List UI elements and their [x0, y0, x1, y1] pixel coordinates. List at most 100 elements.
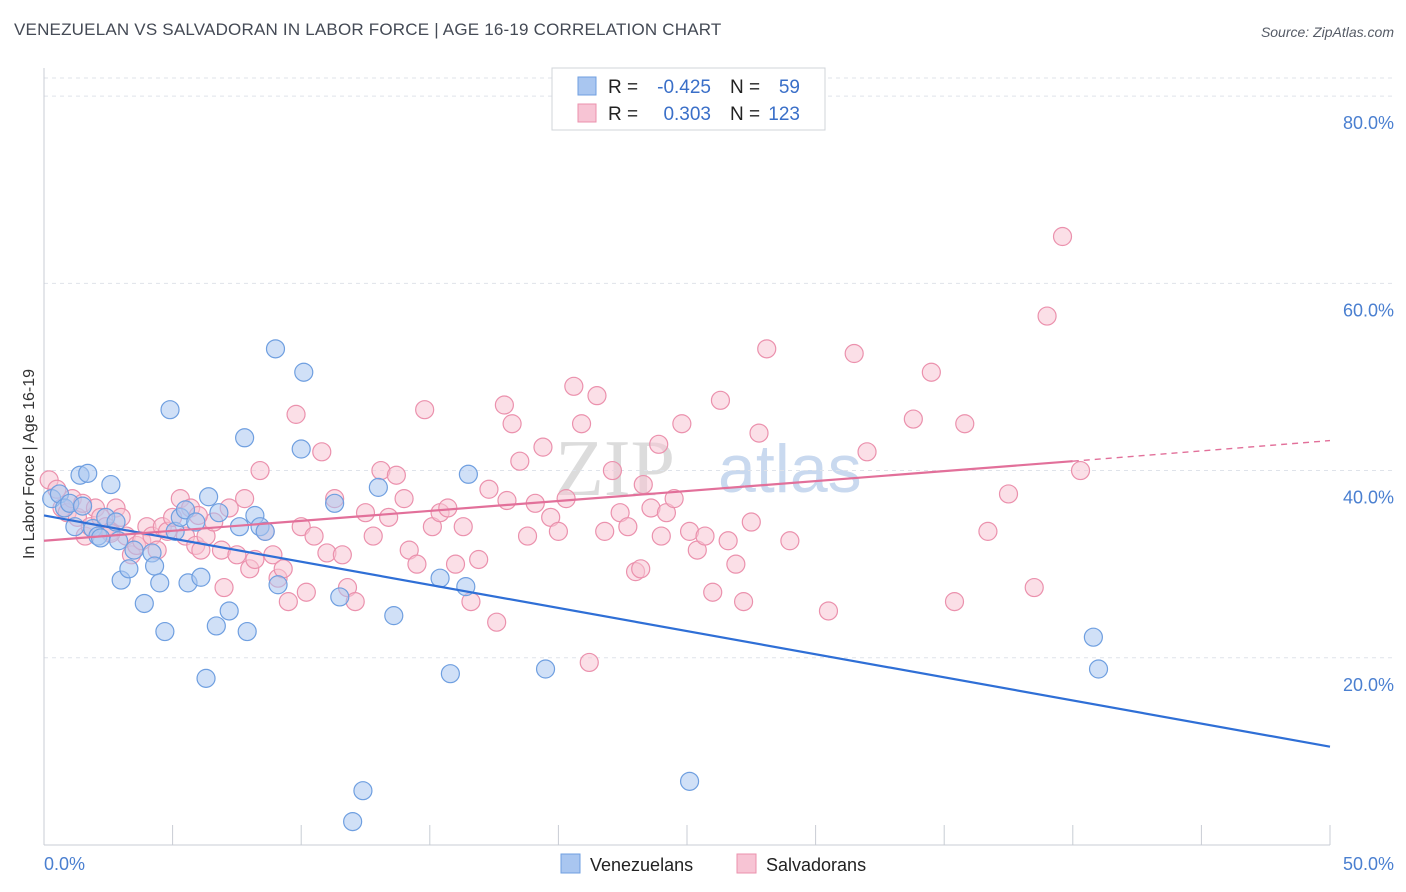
salvadorans-point-70 [469, 549, 489, 570]
venezuelans-point-46 [343, 811, 363, 832]
legend-n-value-venezuelans: 59 [779, 77, 800, 98]
venezuelans-point-39 [255, 521, 275, 541]
bottom-legend-swatch-venezuelans [560, 853, 581, 874]
y-tick-labels: 20.0% 40.0% 60.0% 80.0% [1343, 113, 1394, 695]
salvadorans-point-87 [602, 460, 623, 481]
salvadorans-point-107 [757, 339, 777, 359]
legend-n-label-salvadorans: N = [730, 104, 760, 125]
legend-box: R = -0.425 N = 59 R = 0.303 N = 123 [551, 67, 826, 131]
legend-r-value-salvadorans: 0.303 [663, 104, 711, 125]
legend-n-label-venezuelans: N = [730, 77, 760, 98]
salvadorans-point-80 [548, 521, 569, 541]
salvadorans-point-100 [703, 582, 723, 602]
venezuelans-point-33 [219, 601, 239, 621]
salvadorans-point-124 [651, 526, 671, 546]
bottom-legend-label-venezuelans: Venezuelans [590, 855, 693, 875]
venezuelans-point-6 [78, 463, 98, 483]
venezuelans-point-47 [353, 781, 373, 801]
venezuelans-point-21 [155, 621, 175, 642]
salvadorans-point-82 [564, 376, 584, 396]
chart-title: VENEZUELAN VS SALVADORAN IN LABOR FORCE … [14, 20, 722, 39]
salvadorans-point-52 [332, 545, 352, 565]
salvadorans-point-95 [664, 489, 684, 509]
salvadorans-point-36 [235, 489, 255, 509]
venezuelans-points [42, 339, 1109, 832]
salvadorans-point-60 [394, 489, 414, 509]
legend-r-label-venezuelans: R = [608, 77, 638, 98]
venezuelans-point-27 [186, 512, 206, 532]
salvadorans-point-101 [710, 390, 731, 410]
y-axis-title: In Labor Force | Age 16-19 [21, 369, 38, 559]
venezuelans-point-42 [291, 439, 311, 459]
legend-swatch-salvadorans [577, 103, 597, 123]
salvadorans-point-114 [978, 521, 998, 541]
source-credit: Source: ZipAtlas.com [1260, 24, 1394, 40]
salvadorans-point-122 [497, 490, 517, 511]
salvadorans-point-74 [502, 414, 522, 434]
salvadorans-point-89 [618, 517, 638, 537]
salvadorans-point-86 [595, 521, 615, 541]
salvadorans-point-81 [556, 489, 576, 509]
salvadorans-point-84 [579, 652, 599, 673]
salvadorans-point-78 [533, 437, 553, 457]
salvadorans-point-75 [510, 451, 530, 471]
legend-swatch-venezuelans [577, 76, 597, 96]
venezuelans-point-25 [175, 500, 196, 520]
salvadorans-point-68 [453, 517, 473, 537]
salvadorans-point-85 [587, 386, 607, 406]
venezuelans-point-49 [384, 606, 404, 626]
salvadorans-point-72 [487, 612, 507, 632]
venezuelans-point-56 [1083, 627, 1103, 647]
salvadorans-point-47 [296, 582, 316, 602]
salvadorans-point-105 [741, 512, 761, 532]
x-tick-label-min: 0.0% [44, 854, 85, 874]
salvadorans-point-44 [278, 592, 298, 612]
salvadorans-point-120 [780, 531, 800, 551]
venezuelans-point-31 [206, 616, 226, 636]
venezuelans-point-35 [235, 428, 255, 448]
venezuelans-point-58 [72, 496, 93, 516]
venezuelans-point-36 [237, 621, 257, 642]
venezuelans-point-40 [265, 339, 286, 359]
salvadorans-point-62 [407, 554, 427, 574]
salvadorans-point-39 [250, 460, 270, 481]
salvadorans-point-103 [726, 554, 746, 574]
venezuelans-point-53 [458, 464, 478, 484]
venezuelans-point-44 [325, 493, 345, 513]
salvadorans-point-121 [857, 442, 877, 462]
salvadorans-point-96 [672, 414, 692, 434]
venezuelans-point-48 [368, 477, 388, 497]
venezuelans-point-45 [330, 587, 350, 607]
venezuelans-point-55 [679, 771, 700, 791]
trend-lines [43, 439, 1331, 748]
salvadorans-point-106 [749, 423, 769, 443]
salvadorans-point-109 [844, 343, 864, 364]
venezuelans-point-57 [1088, 659, 1109, 679]
legend-r-value-venezuelans: -0.425 [657, 77, 711, 98]
salvadorans-point-73 [494, 395, 514, 415]
venezuelans-point-11 [101, 474, 121, 495]
salvadorans-point-45 [286, 404, 306, 424]
salvadorans-point-102 [718, 531, 738, 551]
salvadorans-point-49 [312, 442, 332, 462]
salvadorans-point-118 [1052, 226, 1073, 247]
salvadorans-points [39, 226, 1091, 673]
bottom-legend: Venezuelans Salvadorans [560, 853, 866, 875]
salvadorans-point-111 [921, 362, 941, 382]
venezuelans-point-43 [294, 362, 314, 382]
salvadorans-point-99 [695, 526, 715, 546]
salvadorans-point-71 [479, 479, 499, 499]
salvadorans-point-59 [386, 465, 406, 485]
venezuelans-point-22 [160, 400, 180, 420]
bottom-legend-swatch-salvadorans [736, 853, 757, 874]
salvadorans-point-119 [1070, 460, 1091, 481]
venezuelans-point-19 [144, 556, 165, 576]
salvadorans-point-112 [944, 592, 965, 612]
venezuelans-point-54 [535, 659, 556, 679]
salvadorans-point-63 [415, 400, 435, 420]
salvadorans-point-83 [571, 414, 592, 434]
salvadorans-point-113 [955, 414, 975, 434]
salvadorans-point-55 [355, 503, 376, 523]
venezuelans-point-15 [119, 559, 139, 579]
venezuelans-point-28 [191, 567, 211, 587]
